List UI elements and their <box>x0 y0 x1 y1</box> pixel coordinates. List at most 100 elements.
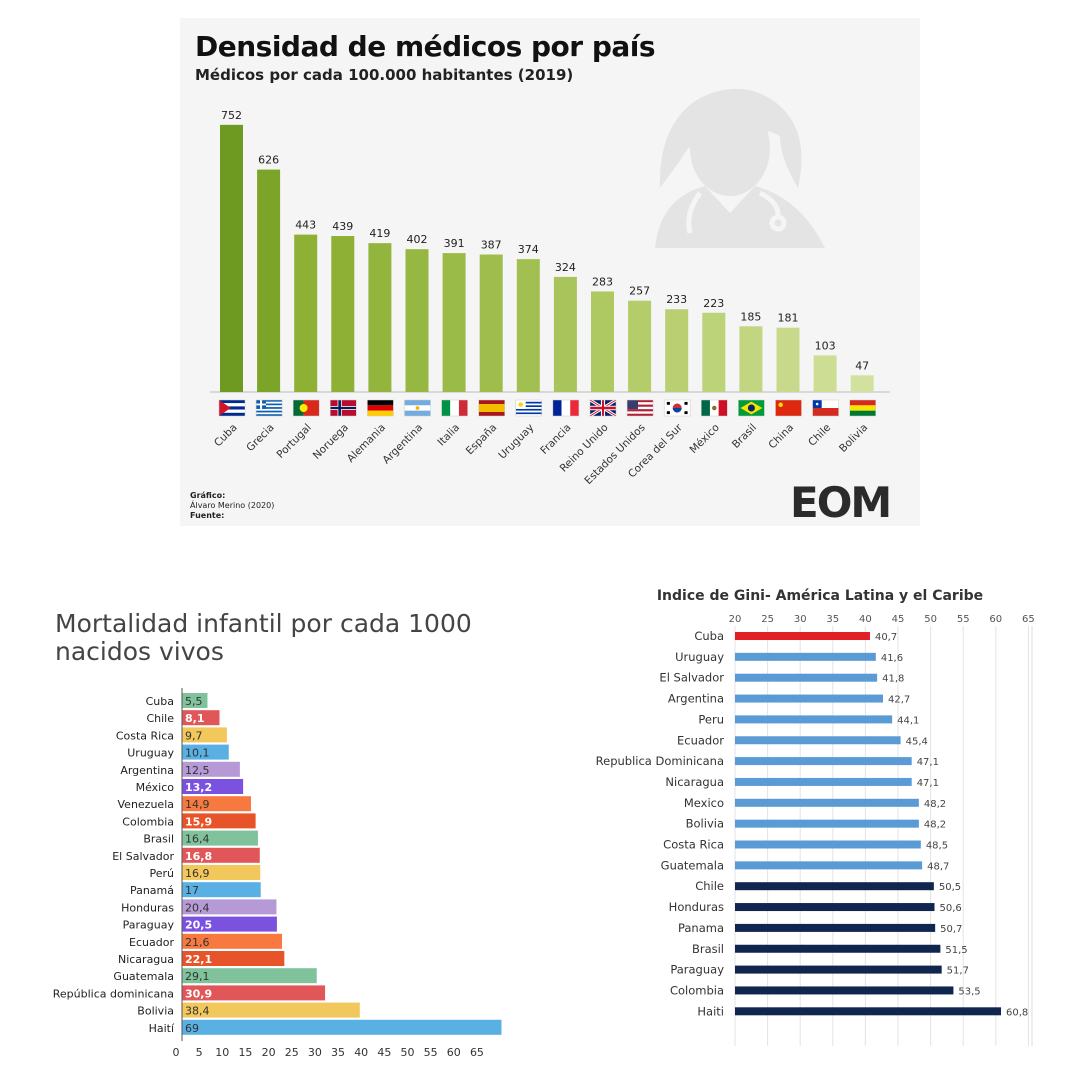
bar <box>182 968 317 984</box>
flag-part <box>219 400 245 404</box>
physician-density-plot: 752 626 443 439 419 402 391 387 374 324 283 257 233 2… <box>210 88 890 487</box>
data-label: 419 <box>369 227 390 240</box>
flag-part <box>849 405 876 411</box>
bar <box>479 254 503 392</box>
category-label: España <box>464 422 500 458</box>
data-label: 60,8 <box>1006 1007 1028 1018</box>
data-label: 42,7 <box>888 695 910 706</box>
flag-part <box>561 400 571 416</box>
credit-label: Fuente: <box>190 511 225 520</box>
bar <box>182 796 251 812</box>
flag-part <box>627 413 654 416</box>
bar <box>776 327 800 392</box>
data-label: 402 <box>407 233 428 246</box>
flag-part <box>627 400 639 410</box>
bar <box>294 234 318 392</box>
flag-border <box>701 399 728 417</box>
data-label: 439 <box>332 220 353 233</box>
bar <box>735 944 941 953</box>
flag-uk-icon <box>589 398 617 418</box>
x-tick-label: 20 <box>729 614 742 625</box>
category-label: Argentina <box>668 692 724 706</box>
data-label: 283 <box>592 275 613 288</box>
flag-part <box>815 402 819 406</box>
bar <box>735 757 912 766</box>
title-line: nacidos vivos <box>55 637 224 666</box>
mortality-chart-title: Mortalidad infantil por cada 1000 nacido… <box>55 610 475 666</box>
flag-part <box>441 400 451 416</box>
flag-argentina-icon <box>404 399 431 417</box>
credit-text: Álvaro Merino (2020) <box>190 501 275 510</box>
bar <box>182 916 277 932</box>
bar <box>182 1019 502 1035</box>
bar <box>516 259 540 392</box>
category-label: Costa Rica <box>663 838 724 852</box>
flag-part <box>256 405 283 408</box>
flag-part <box>552 400 562 416</box>
flag-part <box>256 412 283 415</box>
bar <box>182 933 283 949</box>
data-label: 15,9 <box>185 815 212 828</box>
category-label: Brasil <box>143 833 174 846</box>
flag-border <box>663 399 691 417</box>
flag-norway-icon <box>330 399 357 417</box>
bar <box>182 710 220 726</box>
flag-part <box>450 400 459 416</box>
x-tick-label: 50 <box>401 1046 415 1059</box>
bar <box>735 673 878 682</box>
bar <box>735 1007 1002 1016</box>
data-label: 69 <box>185 1022 199 1035</box>
flag-part <box>415 406 420 410</box>
flag-part <box>256 408 283 411</box>
flag-part <box>515 410 542 413</box>
title-line: Mortalidad infantil por cada 1000 <box>55 609 472 638</box>
flag-border <box>738 399 765 417</box>
data-label: 8,1 <box>185 712 205 725</box>
category-label: Cuba <box>212 422 240 450</box>
category-label: Francia <box>538 422 573 457</box>
x-tick-label: 30 <box>794 614 807 625</box>
flag-part <box>666 411 670 415</box>
category-label: Panama <box>678 921 724 935</box>
category-label: Venezuela <box>118 798 175 811</box>
flag-part <box>404 410 431 416</box>
data-label: 223 <box>703 297 724 310</box>
category-label: Cuba <box>146 695 174 708</box>
bar <box>850 375 874 392</box>
bar <box>442 253 466 392</box>
category-label: Bolivia <box>686 817 724 831</box>
data-label: 10,1 <box>185 747 210 760</box>
category-label: Argentina <box>120 764 174 777</box>
data-label: 53,5 <box>958 986 980 997</box>
flag-border <box>367 399 394 417</box>
data-label: 51,7 <box>947 966 969 977</box>
x-tick-label: 10 <box>215 1046 229 1059</box>
category-label: Uruguay <box>675 650 724 664</box>
category-label: El Salvador <box>112 850 174 863</box>
flag-border <box>330 399 357 417</box>
flag-greece-icon <box>255 399 283 417</box>
bar <box>702 312 726 392</box>
flag-part <box>666 401 670 405</box>
flag-part <box>478 404 505 412</box>
flag-part <box>404 400 431 406</box>
data-label: 17 <box>185 884 199 897</box>
category-label: Portugal <box>275 422 314 461</box>
flag-part <box>627 406 654 410</box>
x-tick-label: 35 <box>331 1046 345 1059</box>
flag-border <box>775 399 802 417</box>
bar <box>735 882 934 891</box>
flag-border <box>218 399 246 417</box>
bar <box>182 744 229 760</box>
category-label: El Salvador <box>659 671 724 685</box>
bar <box>735 986 954 995</box>
category-label: Ecuador <box>129 936 174 949</box>
category-label: República dominicana <box>53 987 174 1000</box>
x-tick-label: 25 <box>761 614 774 625</box>
x-tick-label: 0 <box>173 1046 180 1059</box>
flag-south-korea-icon <box>663 399 691 417</box>
credit-label: Gráfico: <box>190 491 226 500</box>
category-label: Bolivia <box>837 422 870 455</box>
flag-part <box>515 401 542 404</box>
bar <box>735 819 919 828</box>
